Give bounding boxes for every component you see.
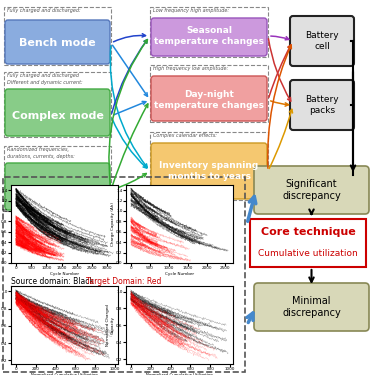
Text: Minimal
discrepancy: Minimal discrepancy bbox=[282, 296, 341, 318]
Text: Fully charged and discharged:: Fully charged and discharged: bbox=[7, 8, 81, 13]
Text: Randomized frequencies,: Randomized frequencies, bbox=[7, 147, 69, 152]
Text: Source domain: Black: Source domain: Black bbox=[11, 277, 99, 286]
Text: Significant
discrepancy: Significant discrepancy bbox=[282, 179, 341, 201]
Text: Random mode: Random mode bbox=[13, 185, 102, 195]
Text: Bench mode: Bench mode bbox=[19, 38, 96, 48]
Text: Complex mode: Complex mode bbox=[12, 111, 104, 121]
Y-axis label: Normalized Charged
Capacity: Normalized Charged Capacity bbox=[106, 304, 115, 346]
Text: Cumulative utilization: Cumulative utilization bbox=[258, 249, 358, 258]
Text: Seasonal
temperature changes: Seasonal temperature changes bbox=[154, 26, 264, 46]
FancyBboxPatch shape bbox=[290, 80, 354, 130]
Text: Different and dynamic current:: Different and dynamic current: bbox=[7, 80, 82, 85]
FancyBboxPatch shape bbox=[254, 166, 369, 214]
Text: High frequency low amplitude:: High frequency low amplitude: bbox=[153, 66, 228, 71]
X-axis label: Normalized Cumulative Utilization: Normalized Cumulative Utilization bbox=[146, 373, 213, 375]
X-axis label: Cycle Number: Cycle Number bbox=[50, 272, 79, 276]
Text: Day-night
temperature changes: Day-night temperature changes bbox=[154, 90, 264, 110]
Text: Core technique: Core technique bbox=[261, 227, 356, 237]
Text: Battery
cell: Battery cell bbox=[305, 31, 339, 51]
Text: durations, currents, depths:: durations, currents, depths: bbox=[7, 154, 75, 159]
Bar bbox=[250, 219, 366, 267]
Text: Fully charged and discharged: Fully charged and discharged bbox=[7, 73, 79, 78]
FancyBboxPatch shape bbox=[5, 20, 110, 64]
FancyBboxPatch shape bbox=[290, 16, 354, 66]
Text: Target Domain: Red: Target Domain: Red bbox=[86, 277, 161, 286]
X-axis label: Cycle Number: Cycle Number bbox=[165, 272, 194, 276]
X-axis label: Normalized Cumulative Utilization: Normalized Cumulative Utilization bbox=[31, 373, 98, 375]
Y-axis label: Charge Capacity (Ah): Charge Capacity (Ah) bbox=[111, 202, 115, 246]
FancyBboxPatch shape bbox=[151, 76, 267, 121]
Text: Battery
packs: Battery packs bbox=[305, 95, 339, 115]
FancyBboxPatch shape bbox=[151, 18, 267, 56]
FancyBboxPatch shape bbox=[5, 89, 110, 136]
Text: Complex calendar effects:: Complex calendar effects: bbox=[153, 133, 217, 138]
FancyBboxPatch shape bbox=[5, 163, 110, 210]
Text: Inventory spanning
months to years: Inventory spanning months to years bbox=[159, 161, 259, 181]
Text: Low frequency high amplitude:: Low frequency high amplitude: bbox=[153, 8, 229, 13]
FancyBboxPatch shape bbox=[151, 143, 267, 199]
FancyBboxPatch shape bbox=[254, 283, 369, 331]
